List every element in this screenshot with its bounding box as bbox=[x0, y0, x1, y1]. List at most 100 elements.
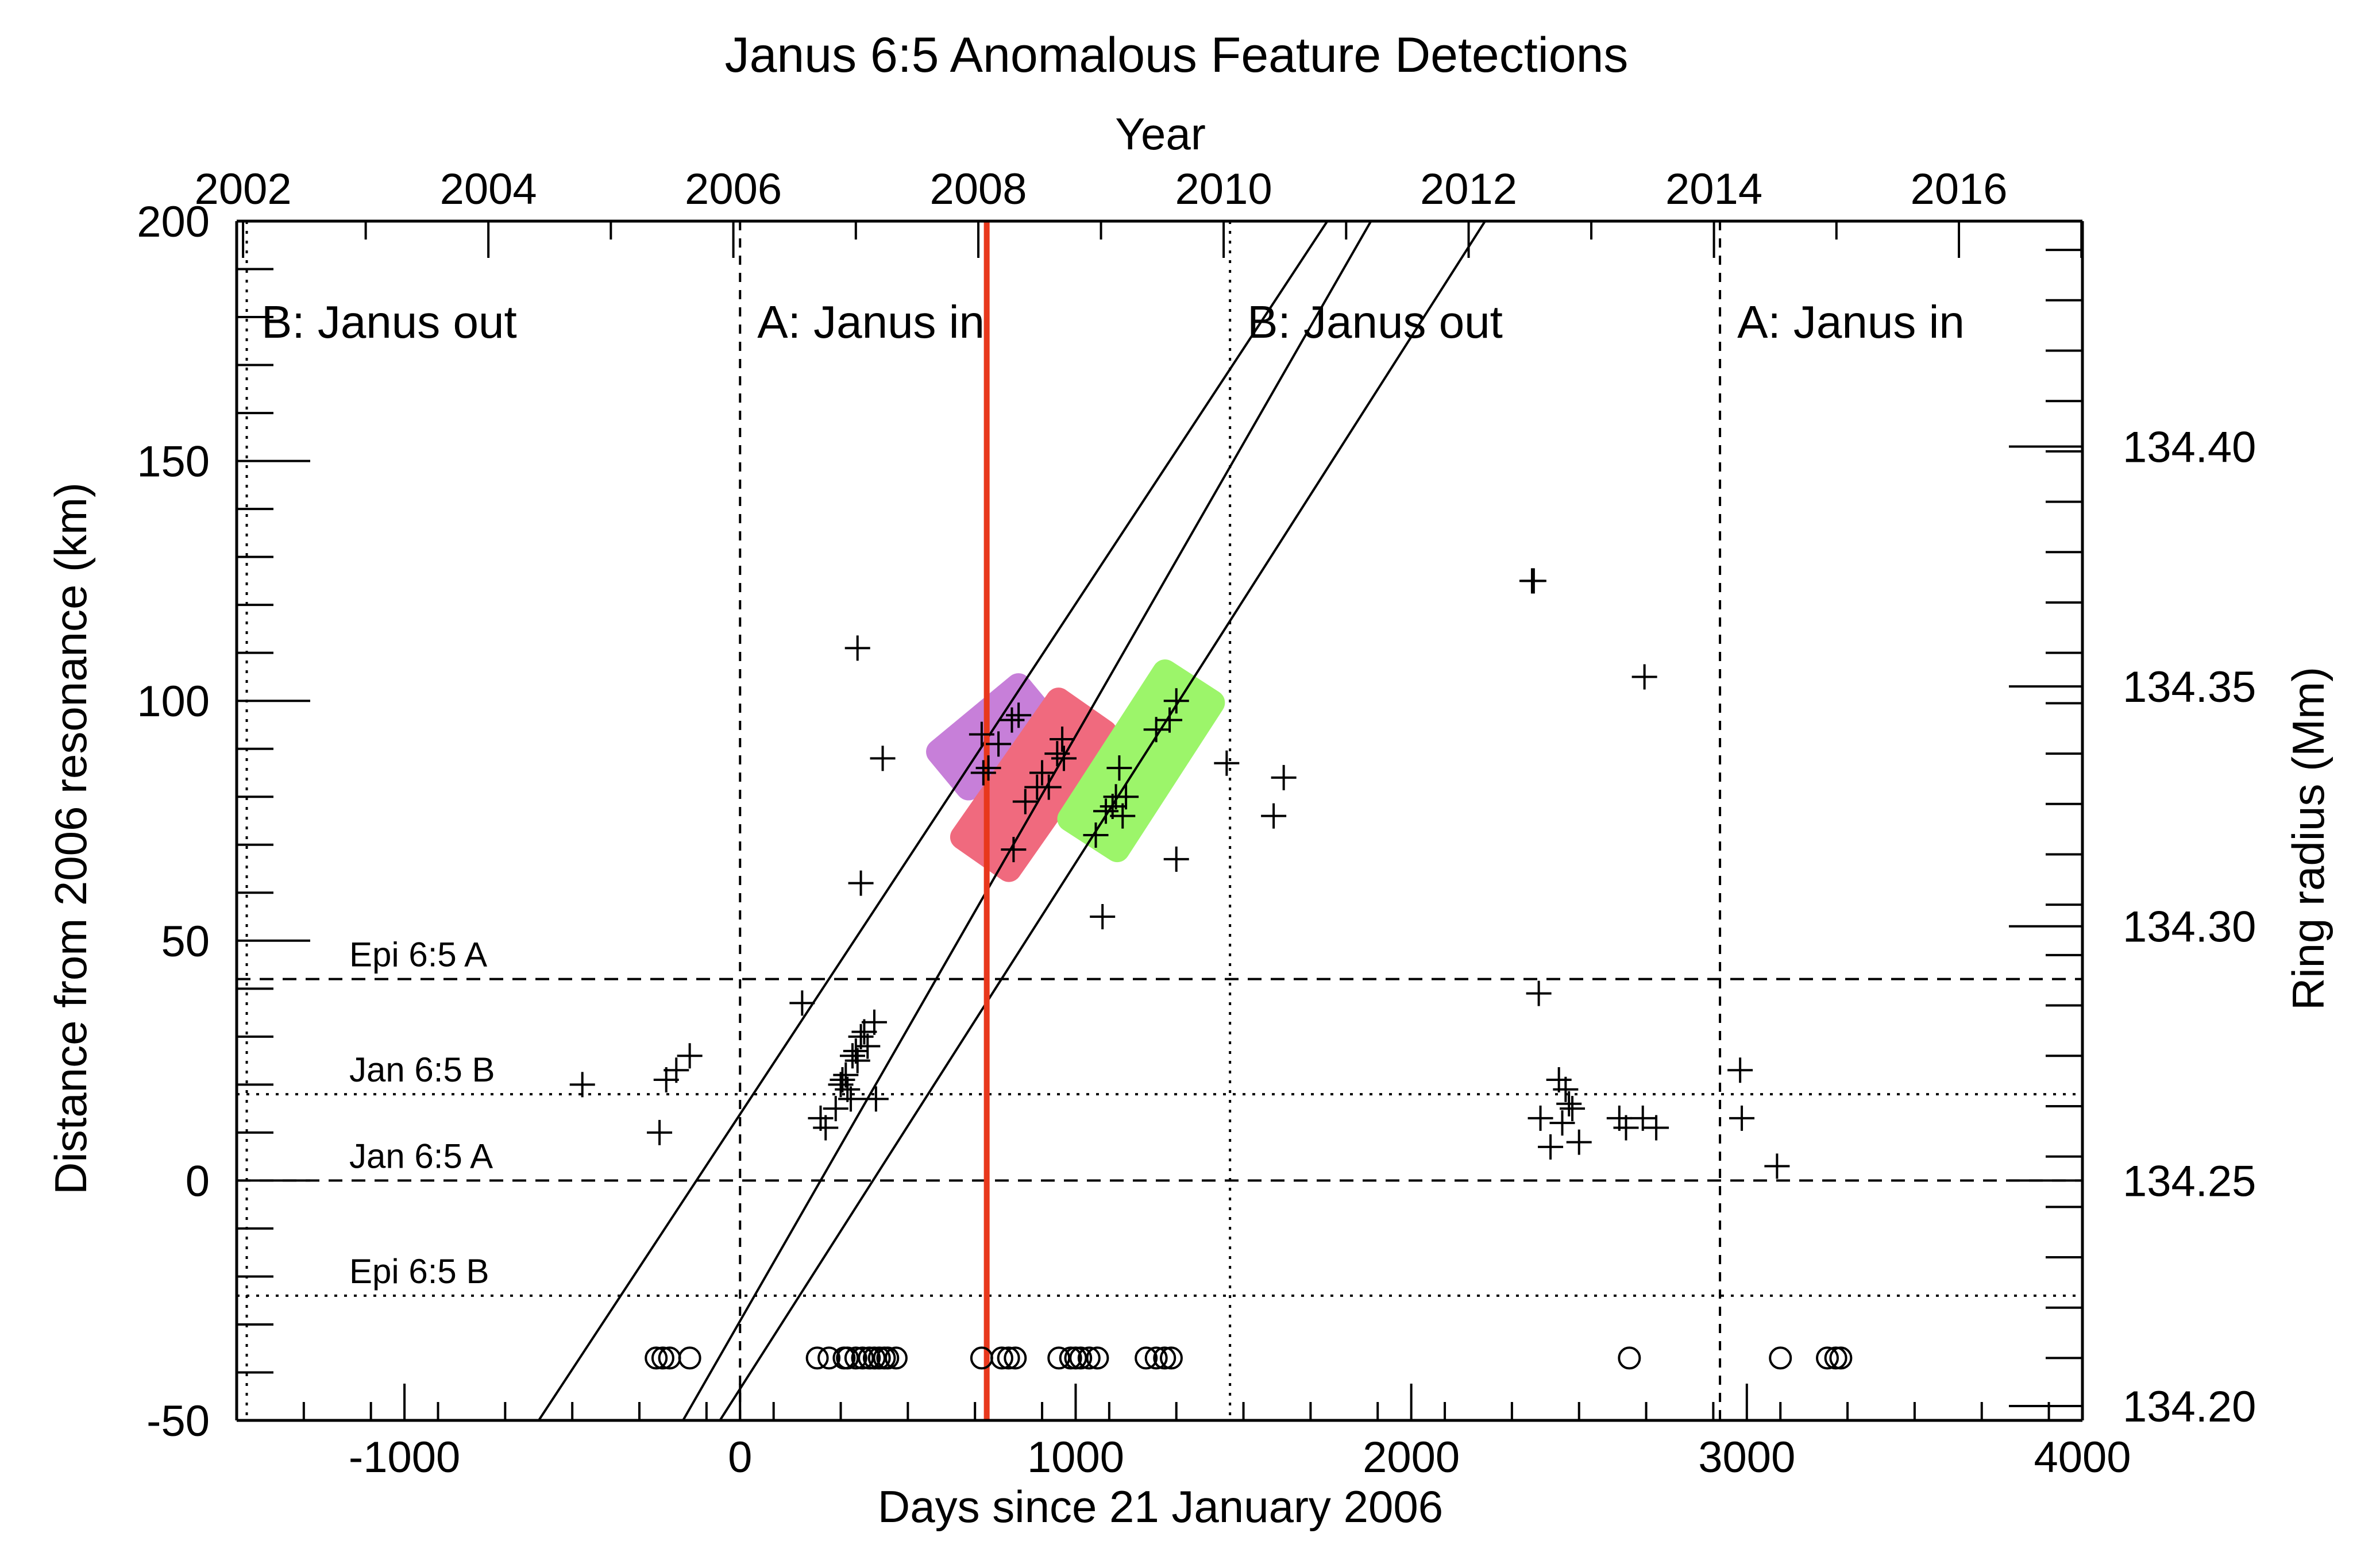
plus-point bbox=[1527, 1105, 1553, 1131]
plus-point bbox=[1553, 1076, 1579, 1102]
plus-point bbox=[986, 731, 1012, 757]
plus-point bbox=[839, 1043, 865, 1069]
plus-point bbox=[969, 721, 994, 747]
circle-point bbox=[844, 1346, 867, 1370]
radius-tick-label: 134.40 bbox=[2123, 423, 2256, 472]
plus-point bbox=[1214, 750, 1240, 776]
plus-point bbox=[861, 1009, 887, 1035]
plus-point bbox=[855, 1033, 881, 1059]
circle-point bbox=[1144, 1346, 1168, 1370]
plus-point bbox=[1560, 1096, 1586, 1122]
circle-point bbox=[1816, 1346, 1839, 1370]
resonance-label: Jan 6:5 B bbox=[349, 1051, 495, 1089]
plus-point bbox=[1110, 803, 1136, 829]
phase-label: A: Janus in bbox=[757, 296, 985, 347]
plus-point bbox=[1556, 1091, 1582, 1117]
x-tick-label: 3000 bbox=[1698, 1433, 1795, 1482]
plus-point bbox=[647, 1119, 673, 1145]
plus-point bbox=[1157, 707, 1183, 733]
right-axis-title: Ring radius (Mm) bbox=[2283, 667, 2333, 1010]
circle-point bbox=[997, 1346, 1020, 1370]
plus-point bbox=[848, 870, 874, 896]
year-tick-label: 2008 bbox=[930, 165, 1027, 214]
y-tick-label: 200 bbox=[137, 198, 210, 246]
plus-point bbox=[1163, 846, 1189, 872]
circle-point bbox=[884, 1346, 908, 1370]
plus-point bbox=[1630, 1105, 1656, 1131]
top-axis-title: Year bbox=[1115, 109, 1206, 159]
diagonal-line bbox=[682, 221, 1372, 1420]
plus-point bbox=[1093, 798, 1119, 824]
diagonal-line bbox=[719, 221, 1486, 1420]
plus-point bbox=[844, 1048, 870, 1073]
plus-point bbox=[970, 760, 996, 786]
circle-point bbox=[1135, 1346, 1158, 1370]
plus-point bbox=[808, 1105, 834, 1131]
plus-point bbox=[851, 1019, 877, 1045]
labels-layer: Epi 6:5 A Jan 6:5 B Jan 6:5 A Epi 6:5 B B: J… bbox=[261, 296, 1965, 1291]
y-tick-label: 100 bbox=[137, 677, 210, 726]
circle-point bbox=[1086, 1346, 1109, 1370]
x-tick-label: 2000 bbox=[1363, 1433, 1460, 1482]
reference-lines-layer bbox=[237, 221, 2082, 1420]
plus-point bbox=[1566, 1129, 1592, 1155]
circle-point bbox=[1618, 1346, 1641, 1370]
plus-point bbox=[1143, 717, 1169, 743]
plus-point bbox=[1538, 1134, 1564, 1160]
year-tick-label: 2016 bbox=[1910, 165, 2007, 214]
plus-point bbox=[1036, 774, 1062, 800]
plus-point bbox=[870, 746, 896, 771]
plus-point bbox=[975, 755, 1001, 781]
plus-point bbox=[1644, 1115, 1669, 1141]
circle-point bbox=[867, 1346, 891, 1370]
circle-point bbox=[678, 1346, 701, 1370]
phase-label: B: Janus out bbox=[1247, 296, 1503, 347]
plus-point bbox=[677, 1043, 703, 1069]
x-tick-label: 1000 bbox=[1027, 1433, 1124, 1482]
resonance-label: Jan 6:5 A bbox=[349, 1137, 493, 1175]
plus-point bbox=[848, 1024, 874, 1049]
plus-point bbox=[1606, 1105, 1632, 1131]
circle-point bbox=[805, 1346, 829, 1370]
plus-point bbox=[664, 1057, 689, 1083]
circle-point bbox=[1004, 1346, 1027, 1370]
y-tick-label: -50 bbox=[146, 1397, 210, 1446]
resonance-label: Epi 6:5 B bbox=[349, 1252, 489, 1291]
plus-point bbox=[844, 635, 870, 661]
phase-label: A: Janus in bbox=[1737, 296, 1965, 347]
radius-tick-label: 134.25 bbox=[2123, 1157, 2256, 1206]
plus-point bbox=[823, 1096, 848, 1122]
year-tick-label: 2014 bbox=[1665, 165, 1762, 214]
circle-point bbox=[1824, 1346, 1847, 1370]
phase-label: B: Janus out bbox=[261, 296, 517, 347]
year-tick-label: 2002 bbox=[195, 165, 292, 214]
x-tick-label: 0 bbox=[728, 1433, 752, 1482]
plus-point bbox=[1729, 1105, 1755, 1131]
plus-point bbox=[1012, 789, 1038, 814]
plus-point bbox=[1549, 1110, 1575, 1136]
circle-point bbox=[858, 1346, 881, 1370]
plus-point bbox=[1044, 741, 1070, 767]
plus-point bbox=[835, 1076, 861, 1102]
plus-point bbox=[1100, 793, 1125, 819]
circle-point bbox=[990, 1346, 1013, 1370]
year-tick-label: 2012 bbox=[1420, 165, 1517, 214]
year-tick-label: 2010 bbox=[1175, 165, 1272, 214]
y-tick-label: 50 bbox=[161, 917, 210, 966]
year-tick-label: 2004 bbox=[440, 165, 537, 214]
axes-layer: -1000 0 1000 2000 3000 4000-50050100150200200… bbox=[137, 165, 2256, 1482]
highlight-box-1 bbox=[926, 673, 1061, 801]
plus-point bbox=[1271, 764, 1297, 790]
plus-point bbox=[833, 1062, 859, 1088]
year-tick-label: 2006 bbox=[685, 165, 782, 214]
circle-point bbox=[1069, 1346, 1093, 1370]
radius-tick-label: 134.20 bbox=[2123, 1382, 2256, 1431]
plus-point bbox=[838, 1086, 864, 1112]
radius-tick-label: 134.35 bbox=[2123, 663, 2256, 712]
plus-point bbox=[1613, 1115, 1639, 1141]
plus-point bbox=[1006, 702, 1032, 728]
plus-point bbox=[789, 990, 815, 1016]
plus-point bbox=[1764, 1153, 1790, 1179]
plus-point bbox=[1521, 568, 1546, 594]
